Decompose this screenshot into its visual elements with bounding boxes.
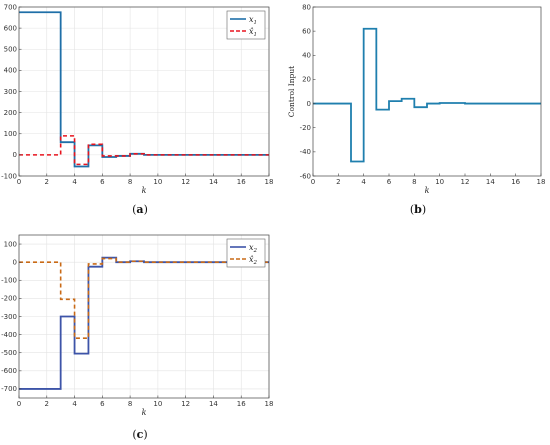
x-tick-label: 4 — [361, 178, 366, 186]
x-tick-label: 8 — [412, 178, 416, 186]
y-tick-label: 20 — [302, 76, 311, 84]
y-tick-label: 100 — [4, 130, 17, 138]
y-tick-label: -100 — [1, 172, 17, 180]
chart-a: 0 2 4 6 8 10 12 14 16 18-100010020030040050060070… — [1, 3, 273, 216]
x-tick-label: 14 — [486, 178, 495, 186]
x-tick-label: 6 — [100, 178, 105, 186]
legend-label-2: x̂1 — [249, 27, 257, 38]
x-tick-label: 18 — [265, 400, 274, 408]
y-axis-label: Control Input — [287, 66, 296, 117]
x-tick-label: 6 — [100, 400, 105, 408]
x-tick-label: 10 — [153, 400, 162, 408]
x-tick-label: 16 — [511, 178, 520, 186]
caption-a: (a) — [132, 203, 148, 216]
y-tick-label: -400 — [1, 331, 17, 339]
y-tick-label: -100 — [1, 277, 17, 285]
legend-label-2: x̂2 — [249, 255, 258, 266]
x-tick-label: 8 — [128, 400, 132, 408]
y-tick-label: 0 — [13, 151, 17, 159]
chart-c: 0 2 4 6 8 10 12 14 16 18 -700 -600 -500 -400 -300 -200 -… — [1, 234, 274, 441]
y-tick-label: 300 — [4, 88, 17, 96]
y-tick-label: -40 — [300, 148, 311, 156]
y-tick-label: -300 — [1, 313, 17, 321]
caption-c: (c) — [132, 428, 147, 441]
series-b-1-line — [313, 27, 541, 163]
x-tick-label: 14 — [209, 178, 218, 186]
x-tick-label: 4 — [72, 400, 77, 408]
y-tick-label: 100 — [4, 240, 17, 248]
x-tick-label: 2 — [45, 178, 49, 186]
chart-b: 0 2 4 6 8 10 12 14 16 18 -60 -40 -20 0 20 40 60 80 k Contro… — [287, 3, 545, 216]
y-tick-label: 0 — [13, 258, 17, 266]
x-tick-label: 8 — [128, 178, 132, 186]
y-tick-label: -200 — [1, 295, 17, 303]
y-tick-label: 600 — [4, 24, 17, 32]
x-tick-label: 14 — [209, 400, 218, 408]
legend: x1x̂1 — [226, 10, 266, 40]
x-tick-label: 0 — [311, 178, 315, 186]
x-tick-label: 10 — [153, 178, 162, 186]
axes-frame — [312, 6, 542, 177]
y-tick-label: 400 — [4, 67, 17, 75]
y-tick-label: -500 — [1, 349, 17, 357]
y-tick-label: 60 — [302, 27, 311, 35]
y-tick-label: -20 — [300, 124, 311, 132]
legend-box — [226, 238, 266, 268]
y-tick-label: 0 — [307, 100, 311, 108]
x-axis-label: k — [142, 408, 147, 417]
x-tick-label: 0 — [17, 400, 21, 408]
x-tick-label: 12 — [181, 400, 190, 408]
x-tick-label: 0 — [17, 178, 21, 186]
y-tick-label: 80 — [302, 3, 311, 11]
legend-label-1: x2 — [249, 243, 258, 254]
y-tick-label: 500 — [4, 46, 17, 54]
x-tick-label: 16 — [237, 178, 246, 186]
caption-b: (b) — [410, 203, 426, 216]
y-tick-label: -60 — [300, 172, 311, 180]
legend-box — [226, 10, 266, 40]
x-tick-label: 16 — [237, 400, 246, 408]
legend: x2x̂2 — [226, 238, 266, 268]
x-tick-label: 2 — [45, 400, 49, 408]
x-tick-label: 4 — [72, 178, 77, 186]
x-tick-label: 2 — [336, 178, 340, 186]
series-a-2-line — [19, 135, 269, 166]
x-tick-label: 12 — [461, 178, 470, 186]
series-a-1-line — [19, 11, 269, 168]
x-axis-label: k — [142, 186, 147, 195]
x-tick-label: 6 — [387, 178, 392, 186]
x-axis-label: k — [425, 186, 430, 195]
series-c-2-line — [19, 257, 269, 340]
x-tick-label: 18 — [537, 178, 546, 186]
y-tick-label: 700 — [4, 3, 17, 11]
x-tick-label: 10 — [435, 178, 444, 186]
y-tick-label: -700 — [1, 385, 17, 393]
x-tick-label: 18 — [265, 178, 274, 186]
y-tick-label: 200 — [4, 109, 17, 117]
y-tick-label: 40 — [302, 52, 311, 60]
legend-label-1: x1 — [249, 15, 257, 26]
x-tick-label: 12 — [181, 178, 190, 186]
plot-area — [313, 7, 541, 176]
y-tick-label: -600 — [1, 367, 17, 375]
